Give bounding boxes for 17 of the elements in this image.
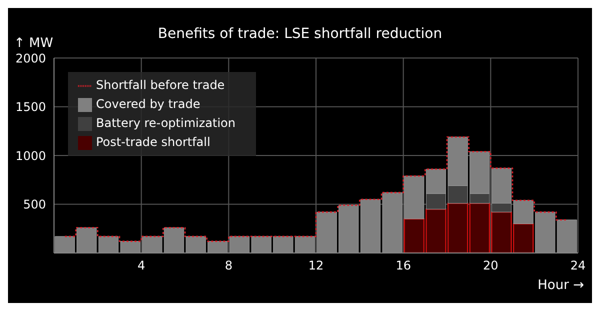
- x-tick-label: 8: [224, 258, 232, 273]
- x-tick-label: 24: [570, 258, 586, 273]
- y-tick-label: 1000: [15, 148, 46, 163]
- x-tick-label: 4: [138, 258, 146, 273]
- x-axis-title: Hour →: [538, 278, 584, 293]
- x-tick-label: 20: [483, 258, 498, 273]
- chart-title: Benefits of trade: LSE shortfall reduction: [158, 26, 442, 42]
- y-axis-title: ↑ MW: [14, 36, 54, 51]
- legend-label: Post-trade shortfall: [96, 135, 210, 149]
- legend-label: Covered by trade: [96, 97, 200, 111]
- legend-label: Battery re-optimization: [96, 116, 236, 130]
- x-tick-label: 12: [308, 258, 324, 273]
- y-tick-label: 1500: [15, 100, 46, 114]
- legend-label: Shortfall before trade: [96, 78, 225, 92]
- y-tick-label: 2000: [15, 51, 46, 66]
- x-tick-label: 16: [396, 258, 411, 273]
- y-tick-label: 500: [23, 198, 46, 212]
